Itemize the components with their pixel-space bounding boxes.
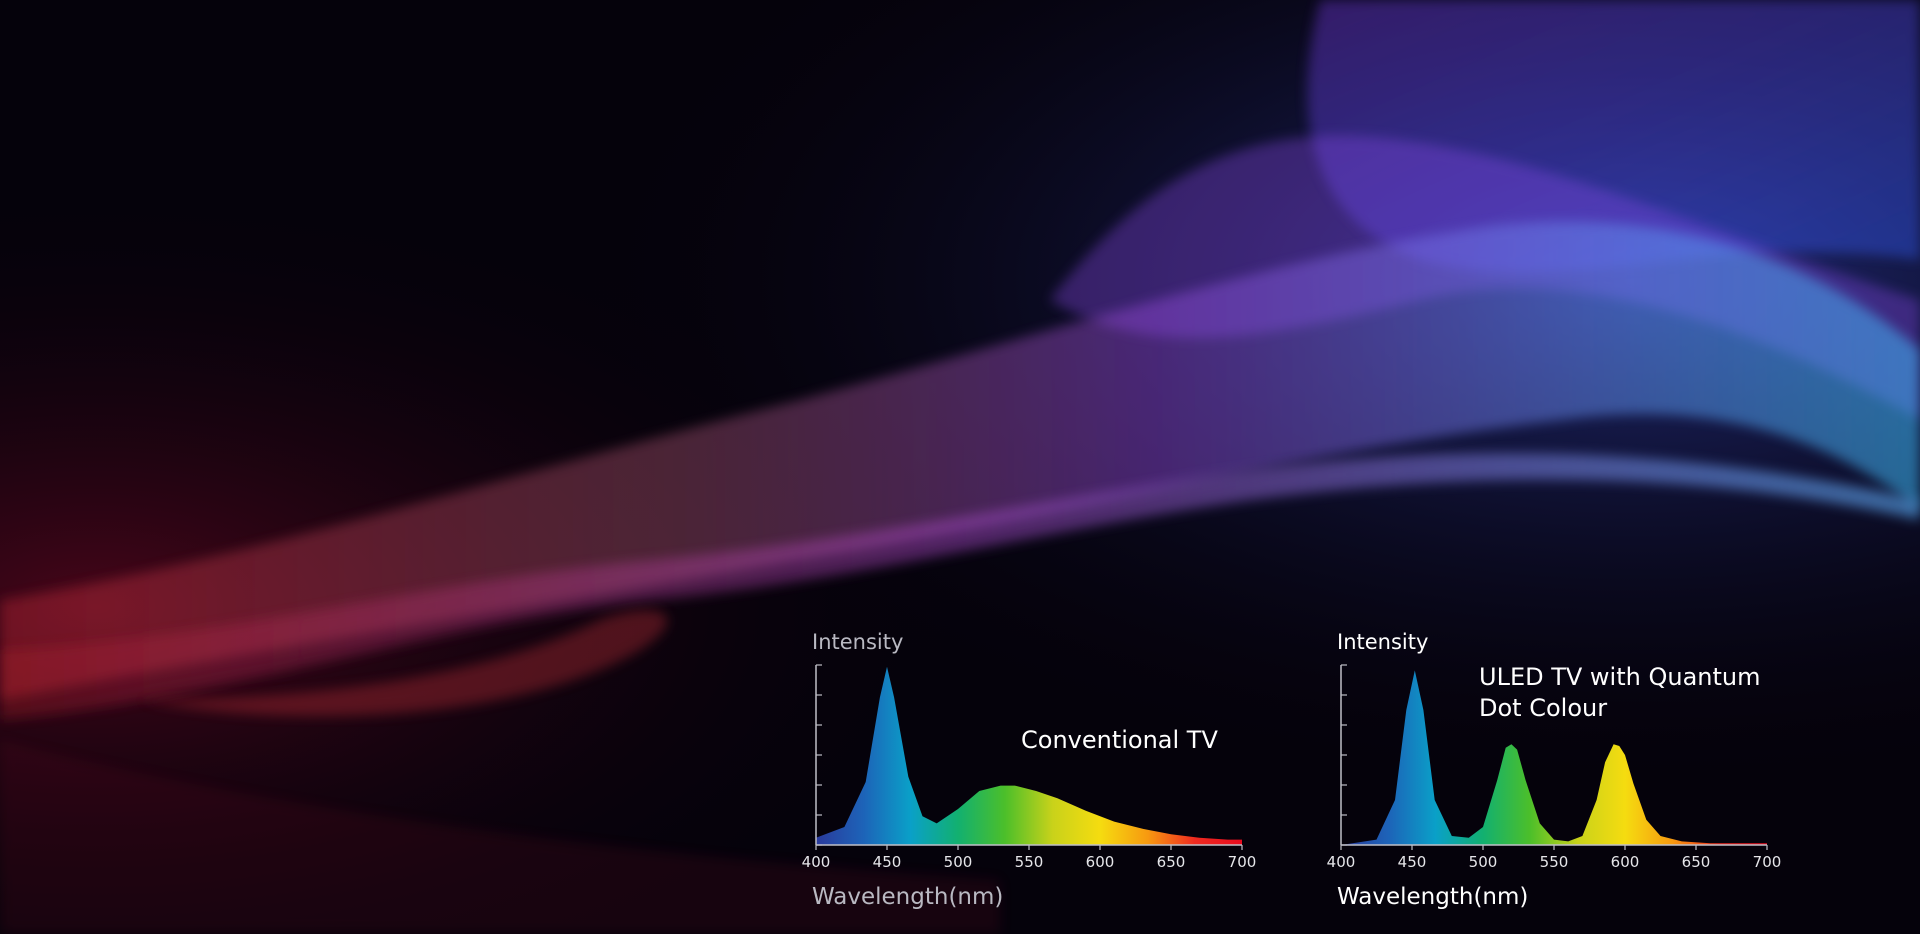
chart-title: Conventional TV [1021,726,1218,754]
uled-tv-chart-plot: 400 450 500 550 600 650 700 [1327,664,1782,871]
x-tick-label: 400 [802,853,831,871]
x-tick-label: 400 [1327,853,1356,871]
conventional-tv-chart: 400 450 500 550 600 650 700 Intensity Waveleng… [800,620,1320,920]
x-tick-label: 700 [1228,853,1257,871]
x-tick-label: 600 [1086,853,1115,871]
x-tick-label: 650 [1682,853,1711,871]
chart-title: ULED TV with Quantum Dot Colour [1479,663,1761,722]
x-tick-label: 600 [1611,853,1640,871]
x-tick-label: 700 [1753,853,1782,871]
y-axis-label: Intensity [812,630,904,654]
x-axis-label: Wavelength(nm) [812,884,1004,910]
x-tick-label: 550 [1540,853,1569,871]
x-tick-label: 450 [873,853,902,871]
x-axis-label: Wavelength(nm) [1337,884,1529,910]
conventional-tv-chart-plot: 400 450 500 550 600 650 700 [802,664,1257,871]
spectrum-area [1341,670,1767,845]
x-tick-label: 450 [1398,853,1427,871]
x-tick-label: 500 [1469,853,1498,871]
uled-tv-chart: 400 450 500 550 600 650 700 Intensity Waveleng… [1325,620,1845,920]
spectrum-area [816,666,1242,845]
x-tick-label: 650 [1157,853,1186,871]
y-axis-label: Intensity [1337,630,1429,654]
x-tick-label: 550 [1015,853,1044,871]
x-tick-label: 500 [944,853,973,871]
